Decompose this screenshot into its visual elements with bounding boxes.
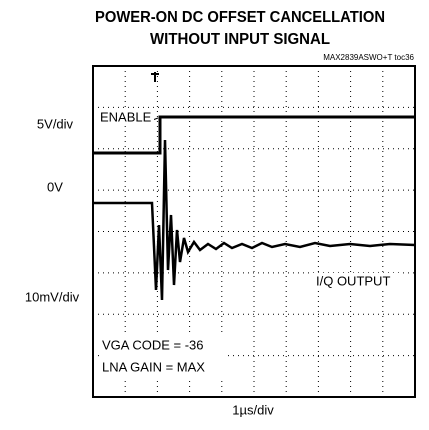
label-bg	[100, 335, 228, 379]
label-bg	[313, 273, 399, 291]
title: WITHOUT INPUT SIGNAL	[150, 31, 330, 48]
trigger-marker	[151, 72, 159, 82]
scale-label: 0V	[47, 179, 63, 194]
scale-label: 10mV/div	[25, 289, 80, 304]
figure-id: MAX2839ASWO+T toc36	[323, 53, 414, 62]
trace-label: ENABLE	[100, 109, 152, 124]
enable-trace	[93, 115, 415, 155]
scale-label: 5V/div	[37, 116, 74, 131]
trace-label: I/Q OUTPUT	[316, 273, 390, 288]
title: POWER-ON DC OFFSET CANCELLATION	[95, 9, 385, 26]
scale-label: 1µs/div	[232, 402, 274, 417]
label-bg	[99, 108, 154, 126]
note: VGA CODE = -36	[102, 337, 204, 352]
output-trace	[93, 139, 416, 301]
note: LNA GAIN = MAX	[102, 359, 205, 374]
